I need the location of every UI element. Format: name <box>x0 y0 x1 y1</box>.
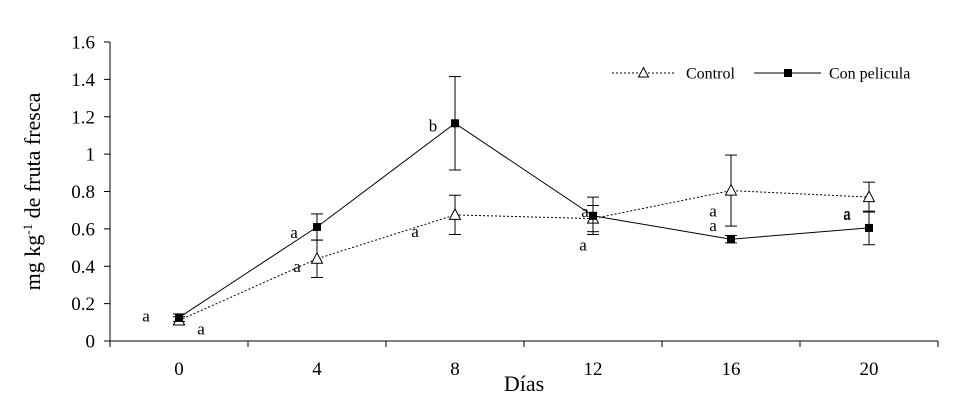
significance-letter: a <box>290 223 298 242</box>
series-line-control <box>178 190 870 321</box>
data-point-control <box>862 190 876 203</box>
legend-item-con-pelicula: Con pelicula <box>754 66 910 83</box>
x-axis-title: Días <box>504 371 544 396</box>
data-point-control <box>724 183 738 196</box>
significance-letter: a <box>843 204 851 223</box>
data-point-con-pelicula <box>451 119 459 128</box>
data-point-con-pelicula <box>589 211 597 220</box>
x-tick-label: 12 <box>584 359 603 380</box>
significance-letter: a <box>411 222 419 241</box>
significance-letter: a <box>197 319 205 338</box>
x-tick-label: 20 <box>860 359 879 380</box>
significance-letter: a <box>579 236 587 255</box>
data-point-con-pelicula <box>865 223 873 232</box>
y-tick-label: 1 <box>86 145 96 166</box>
y-tick-label: 1.4 <box>71 70 95 91</box>
y-axis-title-superscript: -1 <box>20 224 35 235</box>
legend-item-control: Control <box>612 66 735 83</box>
y-tick-label: 1.6 <box>71 33 95 54</box>
x-tick-label: 0 <box>174 359 184 380</box>
legend-label-control: Control <box>686 66 735 83</box>
y-tick-label: 0.2 <box>71 294 95 315</box>
significance-letter: a <box>293 257 301 276</box>
significance-letter: a <box>843 205 851 224</box>
x-tick-label: 8 <box>450 359 460 380</box>
significance-letter: a <box>581 202 589 221</box>
data-point-control <box>310 251 324 264</box>
significance-letter: a <box>709 202 717 221</box>
y-axis-title: mg kg-1 de fruta fresca <box>20 92 45 290</box>
data-point-con-pelicula <box>313 223 321 232</box>
y-tick-label: 0.8 <box>71 182 95 203</box>
x-tick-label: 4 <box>312 359 322 380</box>
legend-marker-triangle <box>637 66 650 78</box>
significance-letter: a <box>142 307 150 326</box>
y-tick-label: 1.2 <box>71 107 95 128</box>
significance-letter: a <box>709 216 717 235</box>
y-axis-title-main: mg kg <box>20 235 45 291</box>
significance-letter: b <box>429 116 438 135</box>
y-axis-title-rest: de fruta fresca <box>20 92 45 224</box>
legend-label-con-pelicula: Con pelicula <box>829 66 910 83</box>
data-point-con-pelicula <box>175 313 183 322</box>
series-line-con-pelicula <box>178 122 870 319</box>
data-point-control <box>448 207 462 220</box>
legend: Control Con pelicula <box>612 66 910 83</box>
x-tick-label: 16 <box>722 359 741 380</box>
y-tick-label: 0 <box>86 332 96 353</box>
y-tick-label: 0.6 <box>71 219 95 240</box>
data-point-con-pelicula <box>727 235 735 244</box>
y-tick-label: 0.4 <box>71 257 95 278</box>
legend-marker-square <box>784 69 792 77</box>
